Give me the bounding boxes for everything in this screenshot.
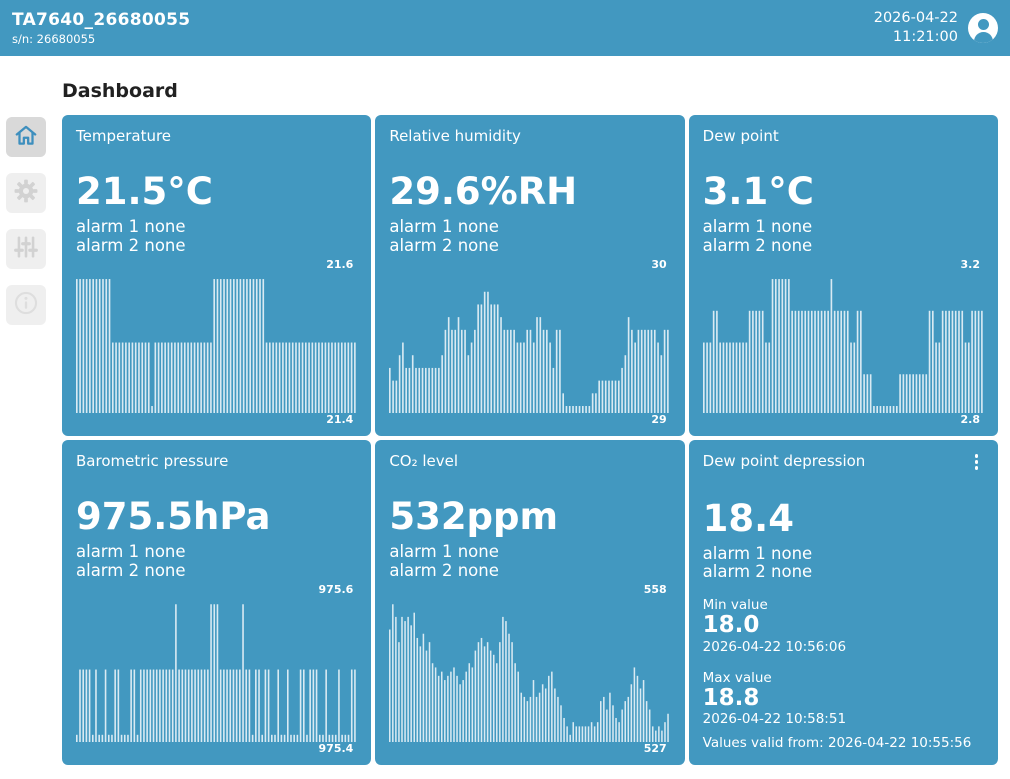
alarm-1-status: alarm 1 none: [389, 542, 499, 561]
values-valid-from-time: 2026-04-22 10:55:56: [827, 735, 972, 751]
alarm-2-status: alarm 2 none: [76, 560, 186, 580]
card-temperature-value: 21.5°C: [76, 170, 213, 213]
sidebar-item-info[interactable]: [6, 285, 46, 325]
page-title: Dashboard: [62, 80, 178, 102]
alarm-2-status: alarm 2 none: [76, 235, 186, 255]
card-pressure-value: 975.5hPa: [76, 495, 271, 538]
chart-max-label: 558: [643, 582, 667, 596]
device-serial: s/n: 26680055: [12, 31, 96, 46]
card-depression-alarms: alarm 1 none alarm 2 none: [702, 543, 984, 583]
card-dew-point-depression: Dew point depression 18.4 alarm 1 none a…: [688, 440, 998, 765]
card-pressure-title: Barometric pressure: [76, 452, 229, 470]
chart-min-label: 527: [643, 742, 667, 755]
card-dew-point: Dew point 3.1°C alarm 1 none alarm 2 non…: [688, 115, 998, 436]
card-dew-point-alarms: alarm 1 none alarm 2 none: [702, 217, 984, 256]
alarm-2-status: alarm 2 none: [702, 235, 813, 255]
sliders-icon: [13, 234, 39, 264]
alarm-1-status: alarm 1 none: [702, 543, 813, 563]
card-co2-title: CO₂ level: [389, 452, 459, 470]
settings-gear-icon: [12, 177, 40, 209]
chart-min-label: 2.8: [960, 413, 981, 426]
humidity-sparkline: 30 29: [389, 258, 670, 426]
header-datetime: 2026-04-22 11:21:00: [874, 9, 958, 47]
card-temperature-alarms: alarm 1 none alarm 2 none: [76, 217, 357, 256]
co2-sparkline: 558 527: [389, 583, 670, 755]
home-icon: [13, 122, 39, 152]
alarm-1-status: alarm 1 none: [76, 542, 186, 561]
alarm-1-status: alarm 1 none: [389, 217, 499, 236]
alarm-1-status: alarm 1 none: [702, 217, 813, 236]
kebab-menu-icon[interactable]: [971, 452, 983, 472]
card-humidity-title: Relative humidity: [389, 127, 521, 145]
values-valid-from-label: Values valid from:: [702, 735, 824, 751]
chart-min-label: 975.4: [318, 742, 354, 755]
avatar-torso: [973, 32, 993, 43]
chart-min-label: 21.4: [326, 413, 354, 426]
card-temperature: Temperature 21.5°C alarm 1 none alarm 2 …: [62, 115, 372, 436]
card-depression-title: Dew point depression: [702, 452, 866, 470]
sidebar-item-settings[interactable]: [6, 173, 46, 213]
chart-min-label: 29: [651, 413, 667, 426]
card-dew-point-value: 3.1°C: [702, 170, 814, 213]
min-value-label: Min value: [702, 597, 768, 614]
info-icon: [12, 289, 40, 321]
dew-point-sparkline: 3.2 2.8: [702, 257, 984, 426]
min-value: 18.0: [702, 612, 760, 639]
dashboard-grid: Temperature 21.5°C alarm 1 none alarm 2 …: [62, 115, 998, 765]
header-date: 2026-04-22: [873, 10, 958, 27]
header-time: 11:21:00: [892, 29, 958, 45]
card-humidity-alarms: alarm 1 none alarm 2 none: [389, 217, 670, 256]
card-co2-value: 532ppm: [389, 495, 559, 538]
pressure-sparkline: 975.6 975.4: [76, 583, 357, 755]
values-valid-from: Values valid from: 2026-04-22 10:55:56: [703, 735, 984, 755]
device-title: TA7640_26680055: [12, 10, 191, 31]
card-co2: CO₂ level 532ppm alarm 1 none alarm 2 no…: [375, 440, 685, 765]
max-value-label: Max value: [702, 669, 772, 686]
max-value-timestamp: 2026-04-22 10:58:51: [702, 711, 847, 728]
temperature-sparkline: 21.6 21.4: [76, 258, 357, 426]
chart-max-label: 21.6: [326, 257, 354, 271]
card-pressure: Barometric pressure 975.5hPa alarm 1 non…: [62, 440, 372, 765]
alarm-2-status: alarm 2 none: [702, 562, 813, 582]
alarm-2-status: alarm 2 none: [389, 235, 499, 255]
card-depression-value: 18.4: [702, 496, 794, 540]
card-co2-alarms: alarm 1 none alarm 2 none: [389, 542, 670, 581]
card-humidity: Relative humidity 29.6%RH alarm 1 none a…: [375, 115, 685, 436]
app-header: TA7640_26680055 s/n: 26680055 2026-04-22…: [0, 0, 1010, 56]
max-value: 18.8: [702, 684, 760, 711]
card-temperature-title: Temperature: [76, 127, 172, 145]
card-dew-point-title: Dew point: [702, 127, 779, 145]
chart-max-label: 3.2: [960, 257, 981, 271]
alarm-1-status: alarm 1 none: [76, 217, 186, 236]
card-humidity-value: 29.6%RH: [389, 170, 578, 213]
chart-max-label: 30: [651, 257, 667, 271]
alarm-2-status: alarm 2 none: [389, 560, 499, 580]
sidebar-item-dashboard[interactable]: [6, 117, 46, 157]
min-value-timestamp: 2026-04-22 10:56:06: [702, 638, 847, 655]
chart-max-label: 975.6: [318, 582, 354, 596]
sidebar-item-adjustments[interactable]: [6, 229, 46, 269]
sidebar-nav: [6, 117, 46, 325]
avatar-head: [977, 18, 989, 30]
user-avatar-icon[interactable]: [968, 13, 998, 43]
card-pressure-alarms: alarm 1 none alarm 2 none: [76, 542, 357, 581]
device-identity: TA7640_26680055 s/n: 26680055: [12, 10, 190, 45]
